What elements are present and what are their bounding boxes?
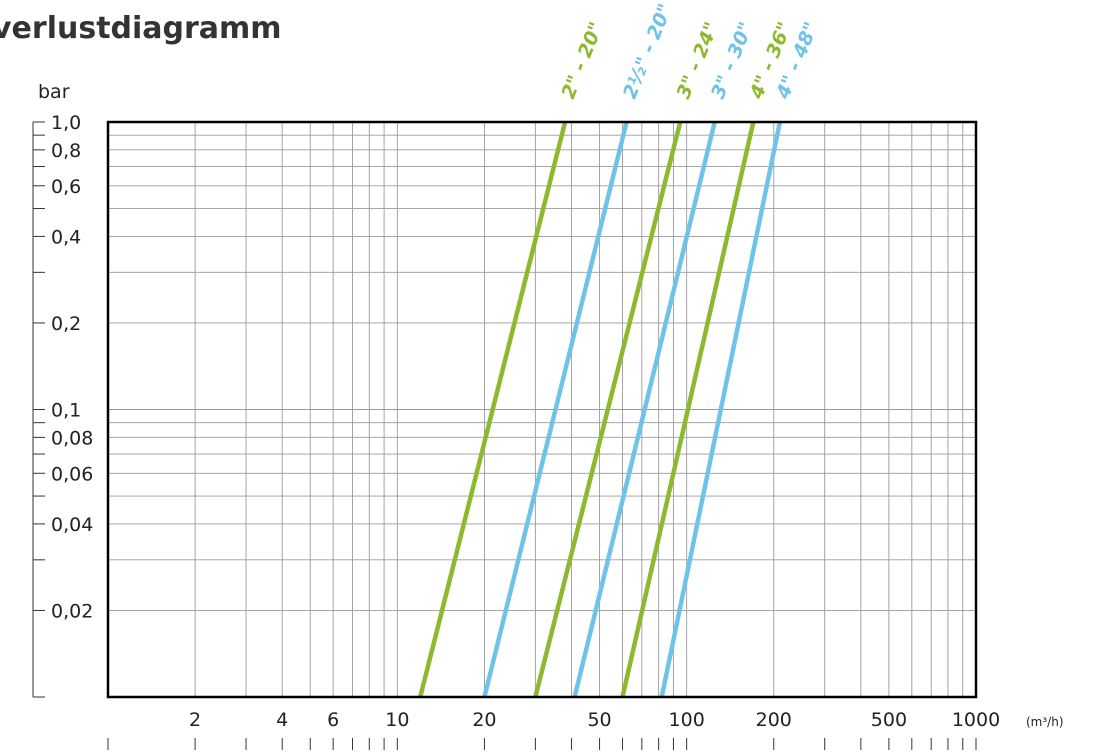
x-tick-label: 50	[587, 709, 611, 731]
x-tick-label: 6	[327, 709, 339, 731]
x-axis-unit: (m³/h)	[1026, 715, 1064, 729]
series-line	[659, 121, 783, 698]
series-line	[482, 121, 629, 698]
x-axis-scale: 2 4 6 10 20 50 100 200 500 1000	[107, 709, 1000, 750]
y-tick-label: 0,4	[51, 226, 81, 248]
series-line	[572, 121, 717, 698]
y-tick-label: 0,1	[51, 400, 81, 422]
x-tick-label: 2	[189, 709, 201, 731]
chart-title: verlustdiagramm	[0, 11, 282, 46]
y-tick-label: 0,02	[51, 600, 93, 622]
y-tick-label: 0,04	[51, 514, 93, 536]
y-tick-label: 0,06	[51, 463, 93, 485]
series-label: 2" - 20"	[557, 19, 608, 102]
series-line	[620, 121, 756, 698]
x-tick-label: 20	[472, 709, 496, 731]
series-labels: 2" - 20" 2½" - 20"3" - 24"3" - 30"4" - 36…	[557, 1, 822, 103]
x-tick-label: 100	[669, 709, 705, 731]
y-axis-scale: 1,0 0,8 0,6 0,4 0,2 0,1 0,08 0,06 0,04 0,02	[32, 112, 93, 698]
series-line	[533, 121, 683, 698]
y-tick-label: 0,2	[51, 313, 81, 335]
series-label: 2½" - 20"	[619, 1, 677, 102]
grid-lines	[108, 122, 976, 697]
x-tick-label: 200	[756, 709, 792, 731]
series-line	[418, 121, 568, 698]
y-tick-label: 1,0	[51, 112, 81, 134]
y-tick-label: 0,6	[51, 176, 81, 198]
x-tick-label: 500	[871, 709, 907, 731]
x-tick-label: 10	[385, 709, 409, 731]
y-axis-label: bar	[38, 81, 70, 103]
y-tick-label: 0,08	[51, 427, 93, 449]
x-tick-label: 1000	[952, 709, 1000, 731]
x-tick-label: 4	[276, 709, 288, 731]
series-lines	[418, 121, 783, 698]
y-tick-label: 0,8	[51, 140, 81, 162]
plot-frame	[106, 120, 978, 699]
